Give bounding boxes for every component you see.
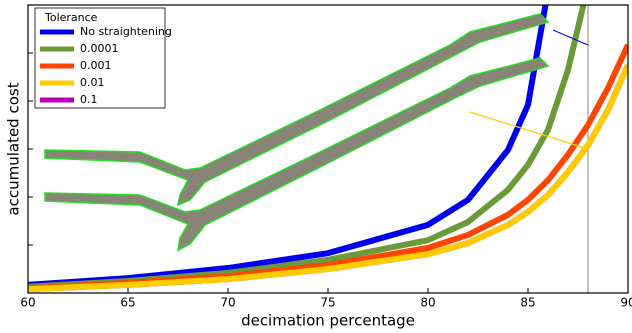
- legend-label: 0.01: [80, 76, 105, 89]
- legend: Tolerance No straightening 0.0001 0.001 0.0…: [34, 7, 172, 109]
- annotation-line: [552, 29, 589, 46]
- branch-image: [44, 57, 550, 252]
- branch-image: [44, 13, 550, 207]
- legend-label: No straightening: [80, 25, 172, 38]
- x-tick-label: 85: [520, 296, 535, 310]
- x-tick-label: 75: [320, 296, 335, 310]
- legend-label: 0.0001: [80, 42, 119, 55]
- legend-label: 0.1: [80, 93, 98, 106]
- x-tick-label: 70: [220, 296, 235, 310]
- branch-images: [44, 13, 589, 252]
- legend-title: Tolerance: [44, 11, 98, 24]
- x-tick-label: 65: [120, 296, 135, 310]
- x-tick-label: 60: [20, 296, 35, 310]
- x-tick-label: 90: [620, 296, 632, 310]
- legend-label: 0.001: [80, 59, 112, 72]
- x-tick-label: 80: [420, 296, 435, 310]
- series-line: [28, 5, 549, 288]
- legend-box: [34, 7, 166, 109]
- y-axis-label: accumulated cost: [5, 82, 23, 215]
- lines: [28, 5, 628, 293]
- annotation-line: [469, 111, 586, 149]
- x-axis-label: decimation percentage: [241, 312, 415, 330]
- series-line: [28, 63, 628, 293]
